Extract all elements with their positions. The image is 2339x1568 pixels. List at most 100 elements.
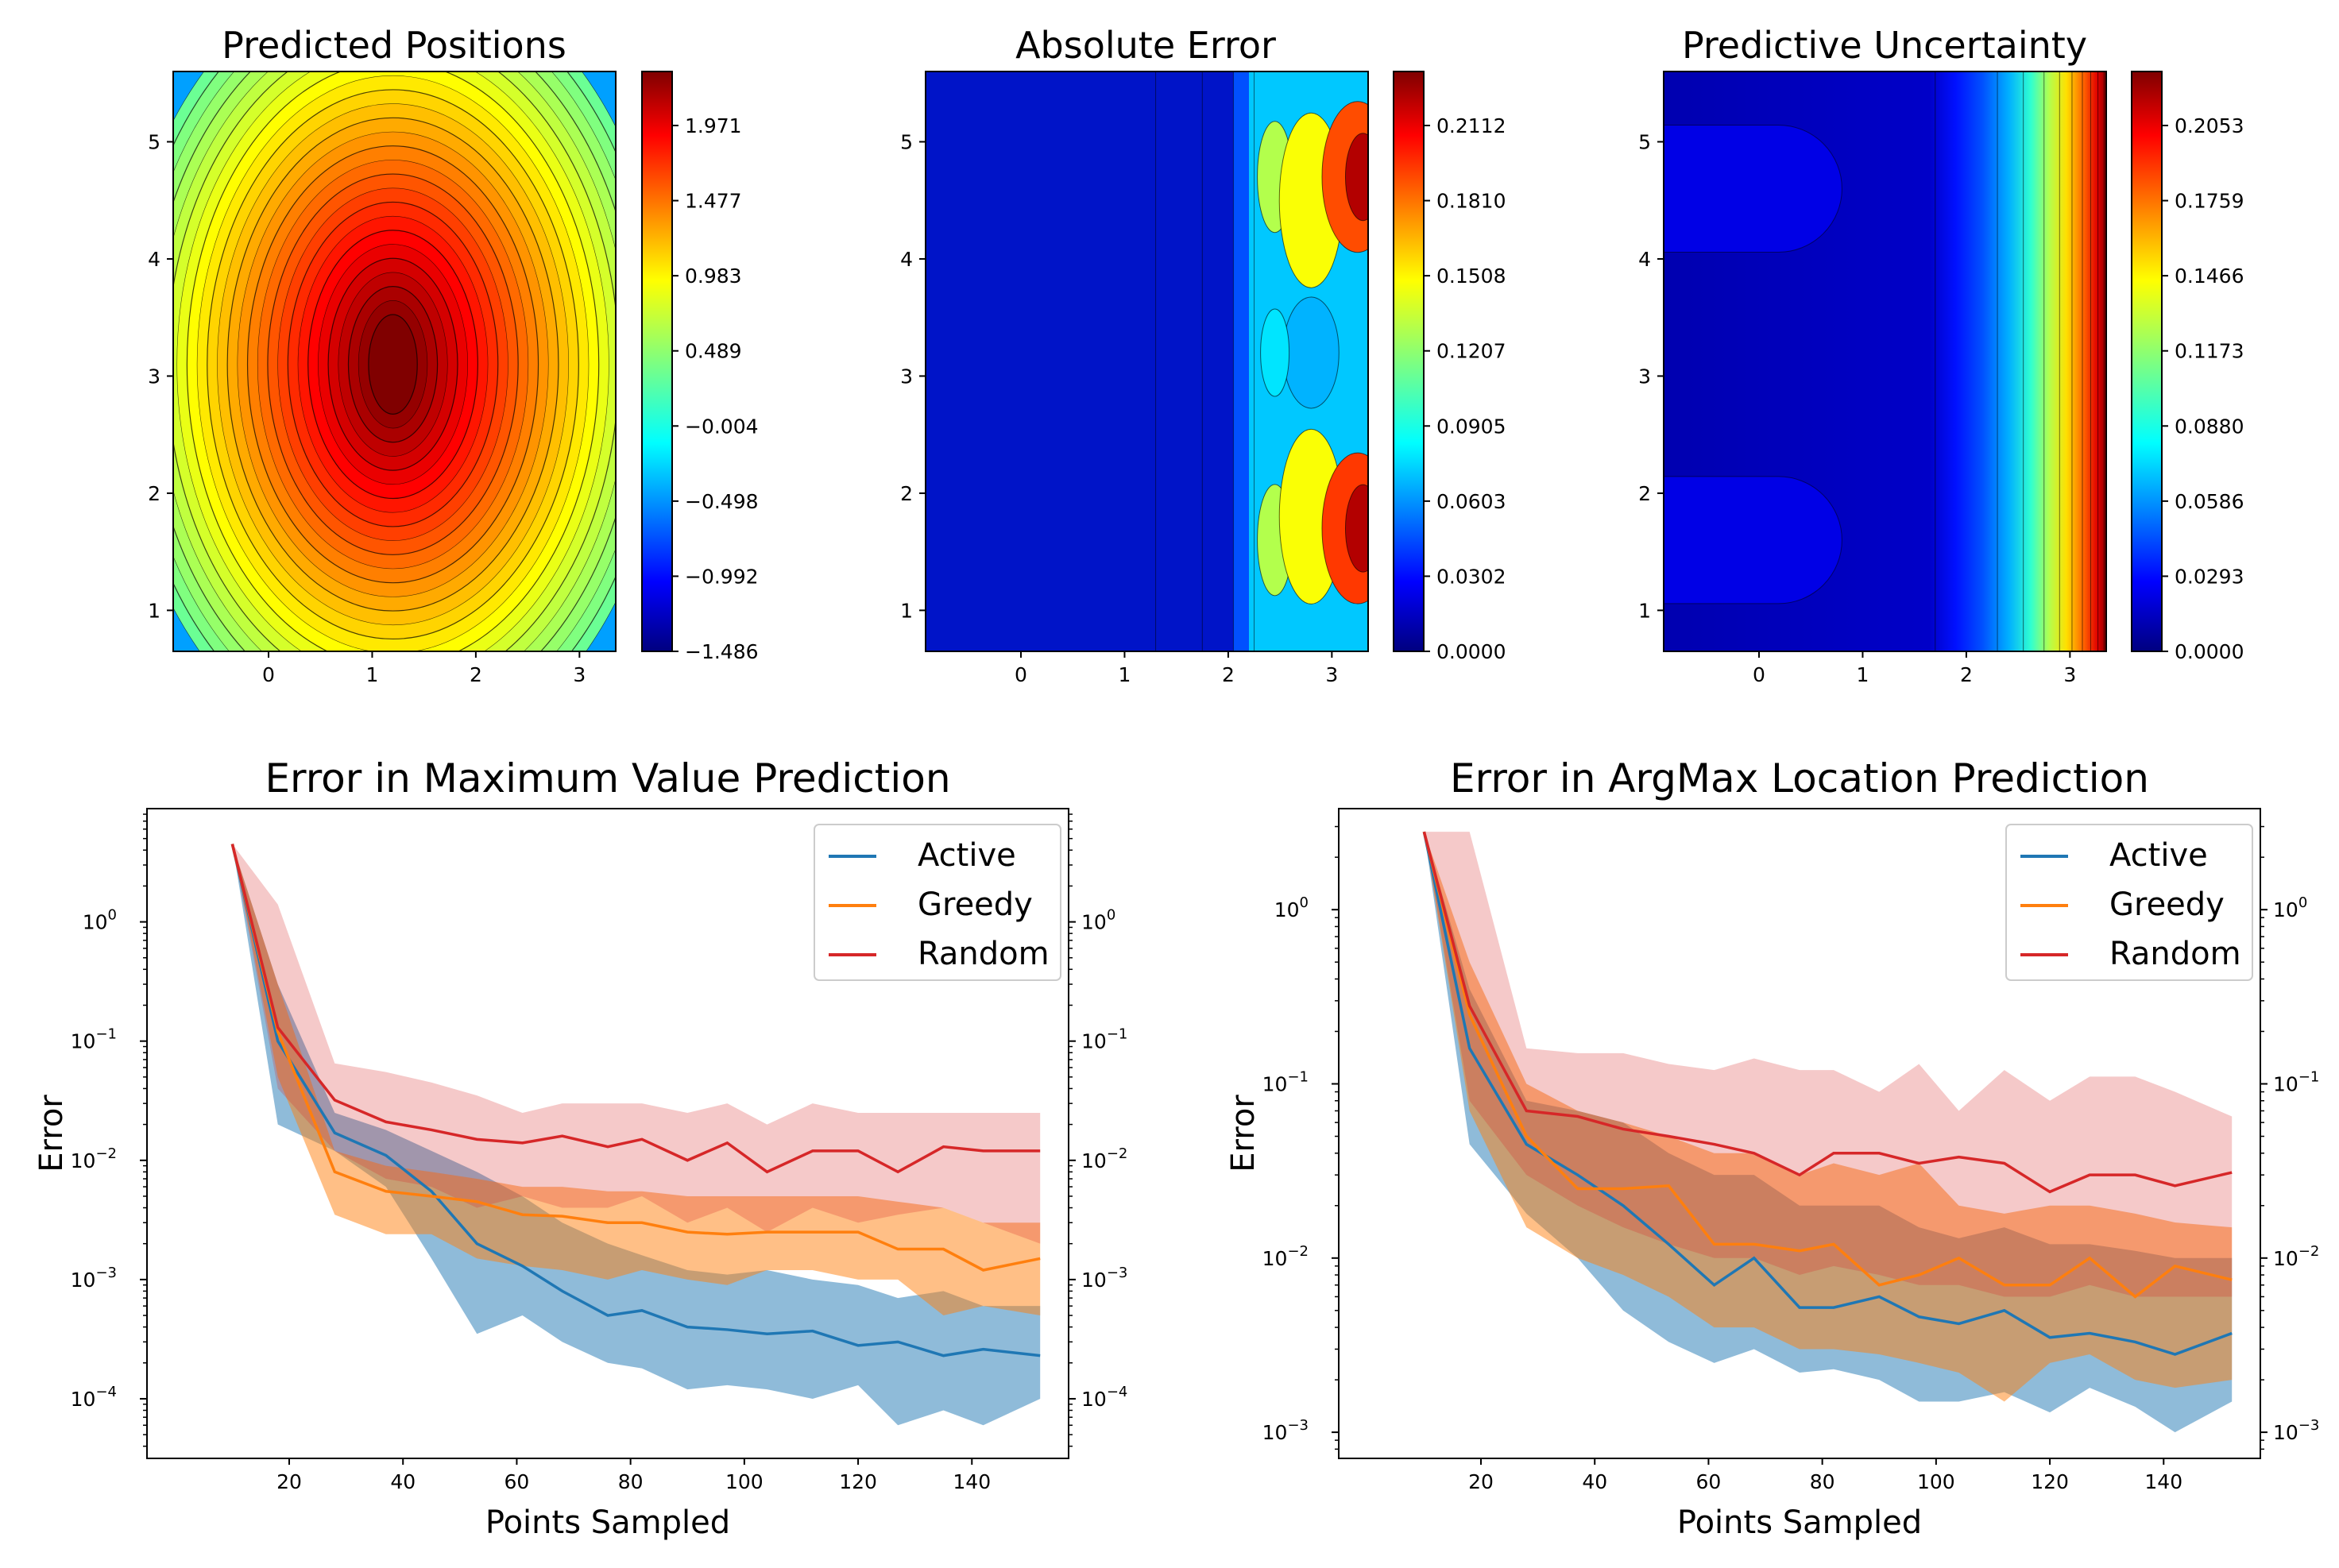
argmax-location-error-line-random [1422, 831, 2233, 1194]
max-value-error-ytick-base: 10 [71, 1388, 96, 1411]
max-value-error-xtick-label: 120 [839, 1470, 877, 1493]
predictive-uncertainty-xtick-label: 0 [1753, 663, 1765, 686]
max-value-error-legend-label-greedy: Greedy [918, 886, 1033, 923]
argmax-location-error-xtick-label: 140 [2144, 1470, 2182, 1493]
absolute-error-frame [925, 71, 1369, 652]
predicted-positions-xtick-label: 1 [366, 663, 379, 686]
argmax-location-error-band-greedy [1424, 832, 2233, 1402]
predictive-uncertainty-heatmap [1664, 71, 2106, 651]
absolute-error-cbar-label: 0.1508 [1436, 265, 1506, 288]
predicted-positions-xtick-label: 3 [573, 663, 586, 686]
absolute-error-contour [1282, 296, 1340, 409]
absolute-error-cbar-label: 0.0905 [1436, 415, 1506, 438]
predictive-uncertainty-ytick-label: 3 [1638, 365, 1651, 388]
predictive-uncertainty-cbar-label: 0.1173 [2175, 340, 2244, 363]
max-value-error-xtick-label: 60 [505, 1470, 530, 1493]
predicted-positions-cbar-label: −0.992 [685, 565, 759, 588]
predictive-uncertainty-xtick-label: 3 [2063, 663, 2076, 686]
argmax-location-error-ytick-base: 10 [2273, 1072, 2298, 1095]
argmax-location-error-xtick-label: 60 [1696, 1470, 1722, 1493]
argmax-location-error-ytick-base: 10 [1262, 1072, 1288, 1095]
max-value-error-xtick-label: 100 [725, 1470, 764, 1493]
max-value-error-ytick-label: 100 [1081, 907, 1115, 934]
max-value-error-ytick-label: 10−2 [1081, 1145, 1127, 1172]
absolute-error-ytick-label: 2 [900, 482, 913, 505]
absolute-error-cbar-label: 0.0302 [1436, 565, 1506, 588]
predictive-uncertainty-ytick-label: 2 [1638, 482, 1651, 505]
max-value-error-ytick-exp: 0 [1107, 907, 1115, 924]
predicted-positions-cbar-label: −0.004 [685, 415, 759, 438]
argmax-location-error-ytick-exp: −1 [2298, 1068, 2320, 1085]
predictive-uncertainty-cbar-label: 0.0000 [2175, 640, 2244, 663]
absolute-error-cbar-label: 0.1810 [1436, 190, 1506, 213]
predicted-positions-cbar-label: 0.983 [685, 265, 742, 288]
argmax-location-error-ytick-base: 10 [2273, 898, 2298, 921]
max-value-error-ytick-exp: −3 [95, 1265, 117, 1281]
predictive-uncertainty-cbar-label: 0.1466 [2175, 265, 2244, 288]
argmax-location-error-ytick-label: 10−2 [2273, 1243, 2319, 1270]
predicted-positions-panel: Predicted Positions 0 1 2 3 1 2 3 4 5 1.971 1.477… [148, 24, 759, 686]
predictive-uncertainty-ytick-label: 5 [1638, 130, 1651, 153]
predictive-uncertainty-frame [1663, 71, 2107, 652]
max-value-error-band-active [232, 844, 1041, 1426]
max-value-error-ytick-label: 10−3 [1081, 1265, 1127, 1292]
max-value-error-ytick-label: 10−4 [71, 1384, 117, 1411]
predictive-uncertainty-xtick-label: 1 [1857, 663, 1869, 686]
argmax-location-error-frame [1338, 808, 2261, 1459]
predictive-uncertainty-colorbar [2132, 71, 2162, 651]
predicted-positions-title: Predicted Positions [222, 24, 566, 67]
predictive-uncertainty-xtick-label: 2 [1960, 663, 1973, 686]
absolute-error-contour [1344, 484, 1368, 573]
absolute-error-cbar-label: 0.1207 [1436, 340, 1506, 363]
max-value-error-band-random [232, 844, 1041, 1244]
argmax-location-error-ytick-label: 100 [2273, 894, 2307, 921]
argmax-location-error-ytick-exp: 0 [2298, 894, 2307, 911]
argmax-location-error-xlabel: Points Sampled [1677, 1504, 1922, 1541]
max-value-error-ytick-exp: −1 [1107, 1026, 1128, 1043]
predicted-positions-ytick-label: 4 [148, 248, 160, 271]
predictive-uncertainty-title: Predictive Uncertainty [1682, 24, 2087, 67]
predicted-positions-contour [368, 314, 418, 415]
predictive-uncertainty-cbar-label: 0.2053 [2175, 114, 2244, 137]
predicted-positions-frame [172, 71, 617, 652]
predictive-uncertainty-panel: Predictive Uncertainty 0 1 2 3 1 2 3 4 5 0.2053 0… [1638, 24, 2244, 686]
max-value-error-chart: Error in Maximum Value Prediction 20 40 60… [33, 755, 1127, 1541]
argmax-location-error-ytick-exp: −3 [1287, 1417, 1309, 1434]
max-value-error-legend-label-active: Active [918, 837, 1016, 874]
max-value-error-xtick-label: 140 [953, 1470, 991, 1493]
max-value-error-xtick-label: 40 [390, 1470, 416, 1493]
max-value-error-line-greedy [230, 844, 1041, 1272]
predicted-positions-cbar-label: 1.971 [685, 114, 742, 137]
max-value-error-ytick-base: 10 [83, 911, 108, 934]
argmax-location-error-ytick-label: 100 [1274, 894, 1309, 921]
predicted-positions-heatmap [173, 71, 616, 651]
argmax-location-error-xtick-label: 40 [1582, 1470, 1607, 1493]
argmax-location-error-ytick-exp: −1 [1287, 1068, 1309, 1085]
argmax-location-error-xtick-label: 120 [2031, 1470, 2069, 1493]
absolute-error-ytick-label: 5 [900, 130, 913, 153]
predicted-positions-ytick-label: 2 [148, 482, 160, 505]
predicted-positions-cbar-label: 0.489 [685, 340, 742, 363]
argmax-location-error-xtick-label: 100 [1917, 1470, 1955, 1493]
max-value-error-ytick-base: 10 [1081, 1388, 1107, 1411]
argmax-location-error-legend-label-active: Active [2109, 837, 2208, 874]
max-value-error-line-random [230, 844, 1041, 1174]
argmax-location-error-ytick-label: 10−3 [2273, 1417, 2319, 1444]
max-value-error-ytick-exp: −2 [1107, 1145, 1128, 1162]
argmax-location-error-ytick-label: 10−1 [2273, 1068, 2319, 1095]
predicted-positions-xtick-label: 0 [262, 663, 275, 686]
absolute-error-xtick-label: 1 [1119, 663, 1131, 686]
max-value-error-ytick-exp: −1 [95, 1026, 117, 1043]
predictive-uncertainty-contour [1664, 476, 1842, 604]
predictive-uncertainty-cbar-label: 0.0293 [2175, 565, 2244, 588]
argmax-location-error-ytick-exp: −2 [2298, 1243, 2320, 1260]
max-value-error-legend [814, 824, 1061, 981]
predicted-positions-colorbar [642, 71, 672, 651]
predictive-uncertainty-ytick-label: 4 [1638, 248, 1651, 271]
predicted-positions-ytick-label: 3 [148, 365, 160, 388]
absolute-error-cbar-label: 0.0000 [1436, 640, 1506, 663]
absolute-error-xtick-label: 3 [1325, 663, 1338, 686]
max-value-error-title: Error in Maximum Value Prediction [265, 755, 950, 801]
max-value-error-ytick-label: 100 [83, 907, 117, 934]
argmax-location-error-ytick-label: 10−1 [1262, 1068, 1309, 1095]
